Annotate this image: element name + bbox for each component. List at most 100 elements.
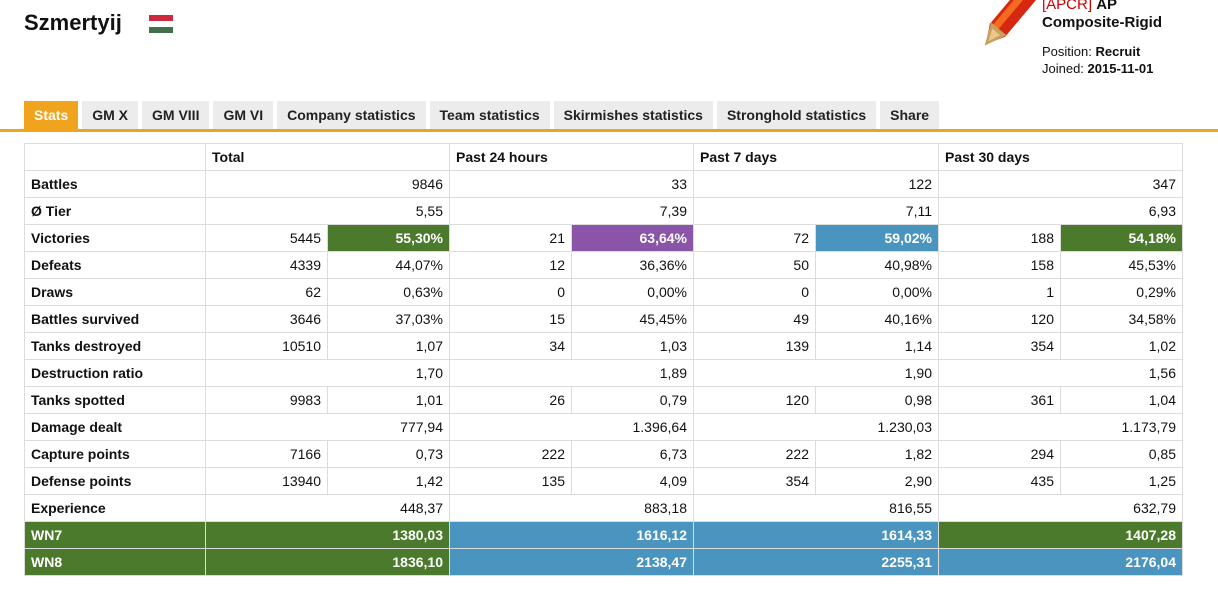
header-blank: [24, 143, 206, 171]
ratio-cell: 1,14: [815, 332, 939, 360]
count-cell: 13940: [205, 467, 328, 495]
count-cell: 26: [449, 386, 572, 414]
row-label: Destruction ratio: [24, 359, 206, 387]
table-row: Destruction ratio 1,70 1,89 1,90 1,56: [24, 359, 1183, 387]
clan-logo-shell-icon[interactable]: [962, 0, 1036, 60]
clan-name-line2[interactable]: Composite-Rigid: [1042, 14, 1162, 31]
joined-label: Joined:: [1042, 61, 1084, 76]
ratio-cell: 1,25: [1060, 467, 1183, 495]
value-cell: 7,11: [693, 197, 939, 225]
value-cell: 1616,12: [449, 521, 694, 549]
value-cell: 7,39: [449, 197, 694, 225]
count-cell: 62: [205, 278, 328, 306]
ratio-cell: 1,07: [327, 332, 450, 360]
table-row: WN8 1836,10 2138,47 2255,31 2176,04: [24, 548, 1183, 576]
tab-company-statistics[interactable]: Company statistics: [277, 101, 426, 129]
ratio-cell: 6,73: [571, 440, 694, 468]
joined-value: 2015-11-01: [1087, 61, 1154, 76]
ratio-cell: 55,30%: [327, 224, 450, 252]
stats-table: Total Past 24 hours Past 7 days Past 30 day…: [24, 143, 1183, 576]
value-cell: 816,55: [693, 494, 939, 522]
value-cell: 347: [938, 170, 1183, 198]
row-label: WN7: [24, 521, 206, 549]
value-cell: 883,18: [449, 494, 694, 522]
ratio-cell: 1,42: [327, 467, 450, 495]
value-cell: 9846: [205, 170, 450, 198]
count-cell: 1: [938, 278, 1061, 306]
value-cell: 448,37: [205, 494, 450, 522]
count-cell: 120: [693, 386, 816, 414]
ratio-cell: 0,98: [815, 386, 939, 414]
count-cell: 188: [938, 224, 1061, 252]
column-header: Past 7 days: [693, 143, 939, 171]
count-cell: 72: [693, 224, 816, 252]
clan-title[interactable]: [APCR] AP Composite-Rigid: [1042, 0, 1162, 32]
table-row: Tanks destroyed 10510 1,07 34 1,03 139 1,14 354…: [24, 332, 1183, 360]
ratio-cell: 44,07%: [327, 251, 450, 279]
table-row: Victories 5445 55,30% 21 63,64% 72 59,02% 188 54…: [24, 224, 1183, 252]
value-cell: 1614,33: [693, 521, 939, 549]
ratio-cell: 36,36%: [571, 251, 694, 279]
count-cell: 12: [449, 251, 572, 279]
column-header: Past 24 hours: [449, 143, 694, 171]
row-label: Battles survived: [24, 305, 206, 333]
tab-gm-viii[interactable]: GM VIII: [142, 101, 210, 129]
tab-gm-x[interactable]: GM X: [82, 101, 139, 129]
tab-underline: [0, 129, 1218, 132]
stats-tab-bar: Stats GM X GM VIII GM VI Company statistics T…: [24, 101, 943, 129]
row-label: Tanks spotted: [24, 386, 206, 414]
ratio-cell: 1,03: [571, 332, 694, 360]
value-cell: 632,79: [938, 494, 1183, 522]
table-row: Ø Tier 5,55 7,39 7,11 6,93: [24, 197, 1183, 225]
value-cell: 1,70: [205, 359, 450, 387]
ratio-cell: 0,00%: [571, 278, 694, 306]
value-cell: 1407,28: [938, 521, 1183, 549]
count-cell: 10510: [205, 332, 328, 360]
ratio-cell: 45,45%: [571, 305, 694, 333]
value-cell: 33: [449, 170, 694, 198]
ratio-cell: 2,90: [815, 467, 939, 495]
table-row: Battles survived 3646 37,03% 15 45,45% 49 40,1…: [24, 305, 1183, 333]
clan-name-line1[interactable]: AP: [1096, 0, 1118, 13]
row-label: WN8: [24, 548, 206, 576]
column-header: Past 30 days: [938, 143, 1183, 171]
table-row: Experience 448,37 883,18 816,55 632,79: [24, 494, 1183, 522]
count-cell: 120: [938, 305, 1061, 333]
ratio-cell: 1,02: [1060, 332, 1183, 360]
table-row: Defense points 13940 1,42 135 4,09 354 2,90 435…: [24, 467, 1183, 495]
count-cell: 21: [449, 224, 572, 252]
value-cell: 1836,10: [205, 548, 450, 576]
count-cell: 4339: [205, 251, 328, 279]
tab-team-statistics[interactable]: Team statistics: [429, 101, 550, 129]
tab-gm-vi[interactable]: GM VI: [213, 101, 274, 129]
count-cell: 361: [938, 386, 1061, 414]
count-cell: 15: [449, 305, 572, 333]
ratio-cell: 45,53%: [1060, 251, 1183, 279]
position-value: Recruit: [1095, 44, 1141, 59]
ratio-cell: 63,64%: [571, 224, 694, 252]
value-cell: 1380,03: [205, 521, 450, 549]
ratio-cell: 0,29%: [1060, 278, 1183, 306]
value-cell: 1.173,79: [938, 413, 1183, 441]
value-cell: 777,94: [205, 413, 450, 441]
value-cell: 2255,31: [693, 548, 939, 576]
clan-membership-info: Position: Recruit Joined: 2015-11-01: [1042, 43, 1153, 77]
tab-share[interactable]: Share: [880, 101, 940, 129]
ratio-cell: 54,18%: [1060, 224, 1183, 252]
value-cell: 2138,47: [449, 548, 694, 576]
clan-tag[interactable]: [APCR]: [1042, 0, 1093, 13]
ratio-cell: 0,79: [571, 386, 694, 414]
count-cell: 50: [693, 251, 816, 279]
row-label: Capture points: [24, 440, 206, 468]
value-cell: 1,89: [449, 359, 694, 387]
column-header: Total: [205, 143, 450, 171]
ratio-cell: 37,03%: [327, 305, 450, 333]
tab-skirmishes-statistics[interactable]: Skirmishes statistics: [553, 101, 713, 129]
ratio-cell: 4,09: [571, 467, 694, 495]
ratio-cell: 0,63%: [327, 278, 450, 306]
ratio-cell: 1,82: [815, 440, 939, 468]
row-label: Damage dealt: [24, 413, 206, 441]
count-cell: 9983: [205, 386, 328, 414]
tab-stronghold-statistics[interactable]: Stronghold statistics: [716, 101, 877, 129]
tab-stats[interactable]: Stats: [24, 101, 79, 129]
